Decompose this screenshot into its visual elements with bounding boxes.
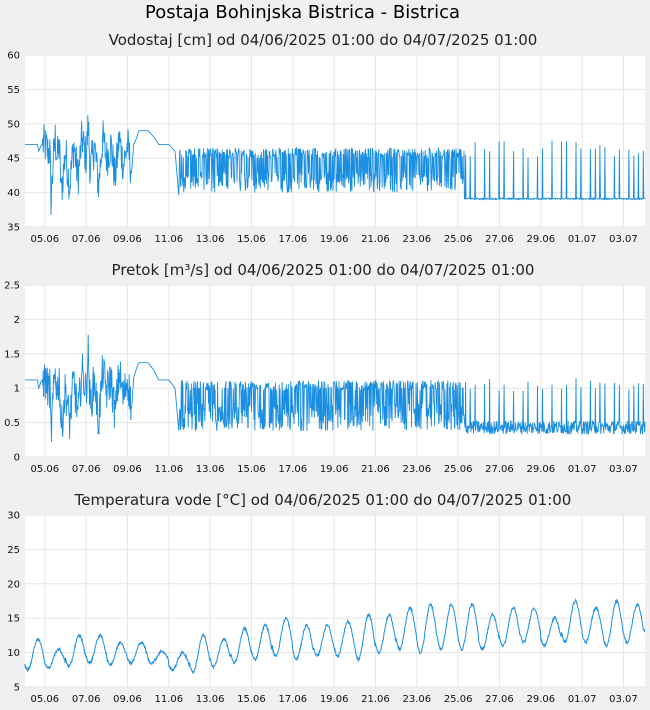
x-tick-label: 15.06: [237, 234, 266, 245]
x-tick-label: 29.06: [526, 694, 555, 705]
series-line: [24, 598, 646, 675]
y-tick-label: 40: [7, 188, 20, 199]
y-tick-label: 10: [7, 648, 20, 659]
x-tick-label: 09.06: [113, 694, 142, 705]
x-tick-label: 23.06: [402, 694, 431, 705]
y-tick-label: 0: [14, 453, 20, 464]
x-tick-label: 27.06: [485, 464, 514, 475]
x-tick-label: 07.06: [72, 694, 101, 705]
x-tick-label: 11.06: [154, 464, 183, 475]
x-tick-label: 27.06: [485, 234, 514, 245]
x-tick-label: 15.06: [237, 464, 266, 475]
x-tick-label: 25.06: [444, 234, 473, 245]
x-tick-label: 09.06: [113, 234, 142, 245]
x-tick-label: 09.06: [113, 464, 142, 475]
y-tick-label: 45: [7, 154, 20, 165]
x-tick-label: 23.06: [402, 234, 431, 245]
y-tick-label: 35: [7, 223, 20, 234]
chart-title: Vodostaj [cm] od 04/06/2025 01:00 do 04/…: [109, 31, 538, 49]
y-tick-label: 0.5: [4, 418, 20, 429]
x-tick-label: 13.06: [196, 694, 225, 705]
y-tick-label: 50: [7, 119, 20, 130]
x-tick-label: 01.07: [568, 694, 597, 705]
x-tick-label: 25.06: [444, 464, 473, 475]
x-tick-label: 07.06: [72, 464, 101, 475]
x-tick-label: 17.06: [278, 234, 307, 245]
x-tick-label: 29.06: [526, 464, 555, 475]
x-tick-label: 05.06: [30, 464, 59, 475]
y-tick-label: 2: [14, 315, 20, 326]
y-tick-label: 20: [7, 579, 20, 590]
chart-title: Temperatura vode [°C] od 04/06/2025 01:0…: [74, 491, 572, 509]
y-tick-label: 30: [7, 511, 20, 522]
x-tick-label: 01.07: [568, 234, 597, 245]
x-tick-label: 07.06: [72, 234, 101, 245]
series-line: [25, 334, 646, 442]
x-tick-label: 01.07: [568, 464, 597, 475]
x-tick-label: 19.06: [320, 694, 349, 705]
discharge-chart: Pretok [m³/s] od 04/06/2025 01:00 do 04/…: [4, 261, 646, 475]
main-title: Postaja Bohinjska Bistrica - Bistrica: [144, 2, 461, 23]
x-tick-label: 27.06: [485, 694, 514, 705]
y-tick-label: 1: [14, 384, 20, 395]
y-tick-label: 5: [14, 683, 20, 694]
y-tick-label: 55: [7, 85, 20, 96]
x-tick-label: 03.07: [609, 234, 638, 245]
x-tick-label: 11.06: [154, 694, 183, 705]
x-tick-label: 11.06: [154, 234, 183, 245]
x-tick-label: 17.06: [278, 694, 307, 705]
x-tick-label: 15.06: [237, 694, 266, 705]
y-tick-label: 60: [7, 51, 20, 62]
water-level-chart: Vodostaj [cm] od 04/06/2025 01:00 do 04/…: [7, 31, 646, 245]
y-tick-label: 25: [7, 545, 20, 556]
x-tick-label: 21.06: [361, 694, 390, 705]
x-tick-label: 05.06: [30, 234, 59, 245]
y-tick-label: 15: [7, 614, 20, 625]
chart-title: Pretok [m³/s] od 04/06/2025 01:00 do 04/…: [112, 261, 535, 279]
x-tick-label: 13.06: [196, 234, 225, 245]
x-tick-label: 19.06: [320, 234, 349, 245]
x-tick-label: 05.06: [30, 694, 59, 705]
y-tick-label: 1.5: [4, 349, 20, 360]
x-tick-label: 13.06: [196, 464, 225, 475]
x-tick-label: 21.06: [361, 464, 390, 475]
series-line: [25, 115, 646, 215]
y-tick-label: 2.5: [4, 281, 20, 292]
x-tick-label: 25.06: [444, 694, 473, 705]
x-tick-label: 29.06: [526, 234, 555, 245]
x-tick-label: 23.06: [402, 464, 431, 475]
water-temperature-chart: Temperatura vode [°C] od 04/06/2025 01:0…: [7, 491, 646, 705]
plot-area: [25, 515, 645, 687]
x-tick-label: 03.07: [609, 464, 638, 475]
x-tick-label: 03.07: [609, 694, 638, 705]
x-tick-label: 17.06: [278, 464, 307, 475]
x-tick-label: 21.06: [361, 234, 390, 245]
x-tick-label: 19.06: [320, 464, 349, 475]
